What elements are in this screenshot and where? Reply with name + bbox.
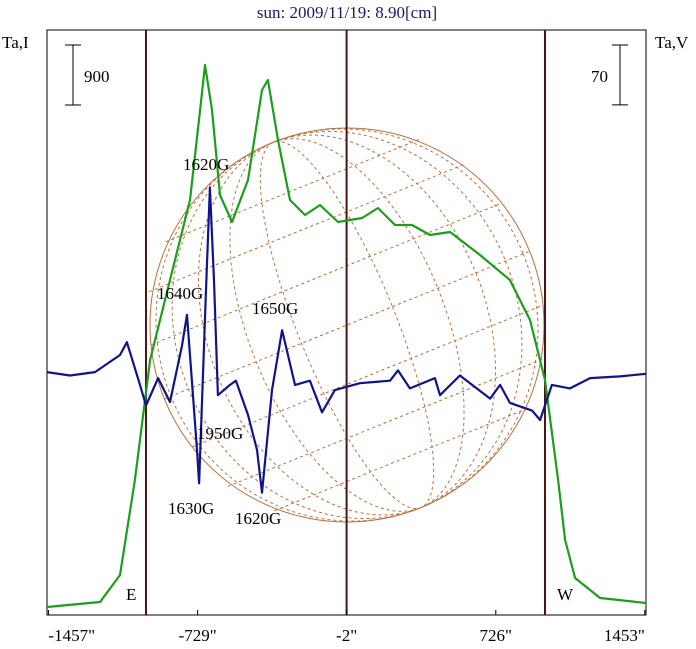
annotation: 1620G [235, 509, 281, 528]
limb-label: W [557, 585, 574, 604]
annotation: 1620G [183, 155, 229, 174]
annotation: 1650G [252, 299, 298, 318]
annotation: 1950G [197, 424, 243, 443]
series-line [46, 186, 647, 494]
chart-title: sun: 2009/11/19: 8.90[cm] [257, 3, 437, 22]
parallel [148, 163, 467, 293]
y2-axis-label: Ta,V [655, 33, 689, 52]
annotation: 1640G [157, 284, 203, 303]
limb-label: E [126, 585, 136, 604]
annotation: 1630G [168, 499, 214, 518]
parallel [274, 407, 529, 512]
x-tick-label: 1453" [604, 626, 645, 645]
series-line [46, 63, 647, 609]
parallel [165, 138, 420, 243]
scale-bar-label: 70 [591, 67, 608, 86]
parallel [227, 357, 546, 487]
x-tick-label: -2" [336, 626, 357, 645]
scale-bar-label: 900 [84, 67, 110, 86]
parallel [150, 202, 502, 346]
y-axis-label: Ta,I [2, 33, 29, 52]
x-tick-label: -729" [179, 626, 217, 645]
parallel [192, 304, 544, 448]
x-tick-label: -1457" [48, 626, 95, 645]
x-tick-label: 726" [480, 626, 512, 645]
